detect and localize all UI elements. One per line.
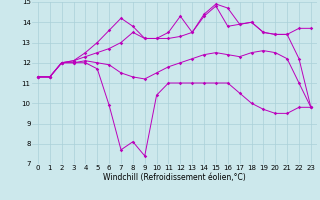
X-axis label: Windchill (Refroidissement éolien,°C): Windchill (Refroidissement éolien,°C) xyxy=(103,173,246,182)
